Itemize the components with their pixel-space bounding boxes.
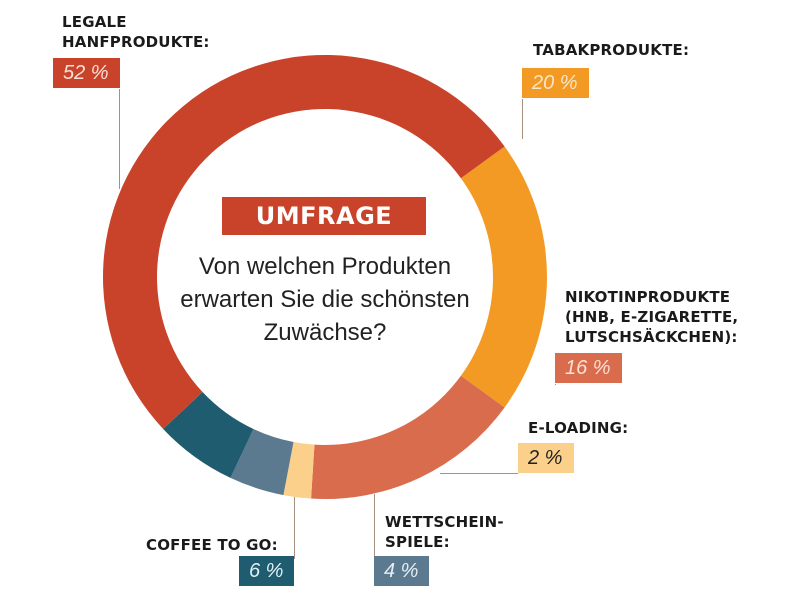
- slice-label-hanf: LEGALE HANFPRODUKTE:: [62, 13, 210, 51]
- slice-value-coffee: 6 %: [239, 556, 294, 586]
- slice-value-eloading: 2 %: [518, 443, 574, 473]
- slice-hanf: [102, 54, 505, 429]
- slice-value-wettschein: 4 %: [374, 556, 429, 586]
- survey-badge: UMFRAGE: [222, 197, 426, 235]
- leader-line-nikotin: [555, 384, 556, 385]
- slice-label-nikotin: NIKOTINPRODUKTE (HNB, E-ZIGARETTE, LUTSC…: [565, 288, 739, 346]
- slice-label-tabak: TABAKPRODUKTE:: [533, 41, 690, 59]
- slice-value-tabak: 20 %: [522, 68, 589, 98]
- survey-question: Von welchen Produkten erwarten Sie die s…: [180, 253, 470, 346]
- slice-coffee: [163, 392, 254, 478]
- slice-value-hanf: 52 %: [53, 58, 120, 88]
- leader-line-coffee: [294, 497, 295, 559]
- slice-label-coffee: COFFEE TO GO:: [146, 536, 278, 554]
- leader-line-hanf: [119, 89, 120, 189]
- slice-wettschein: [230, 429, 294, 496]
- slice-tabak: [460, 146, 548, 408]
- slice-value-nikotin: 16 %: [555, 353, 622, 383]
- leader-line-eloading: [440, 473, 518, 474]
- leader-line-tabak: [522, 99, 523, 139]
- slice-label-wettschein: WETTSCHEIN- SPIELE:: [385, 513, 504, 551]
- leader-line-wettschein: [374, 494, 375, 559]
- slice-nikotin: [311, 375, 505, 499]
- slice-eloading: [283, 442, 315, 499]
- slice-label-eloading: E-LOADING:: [528, 419, 629, 437]
